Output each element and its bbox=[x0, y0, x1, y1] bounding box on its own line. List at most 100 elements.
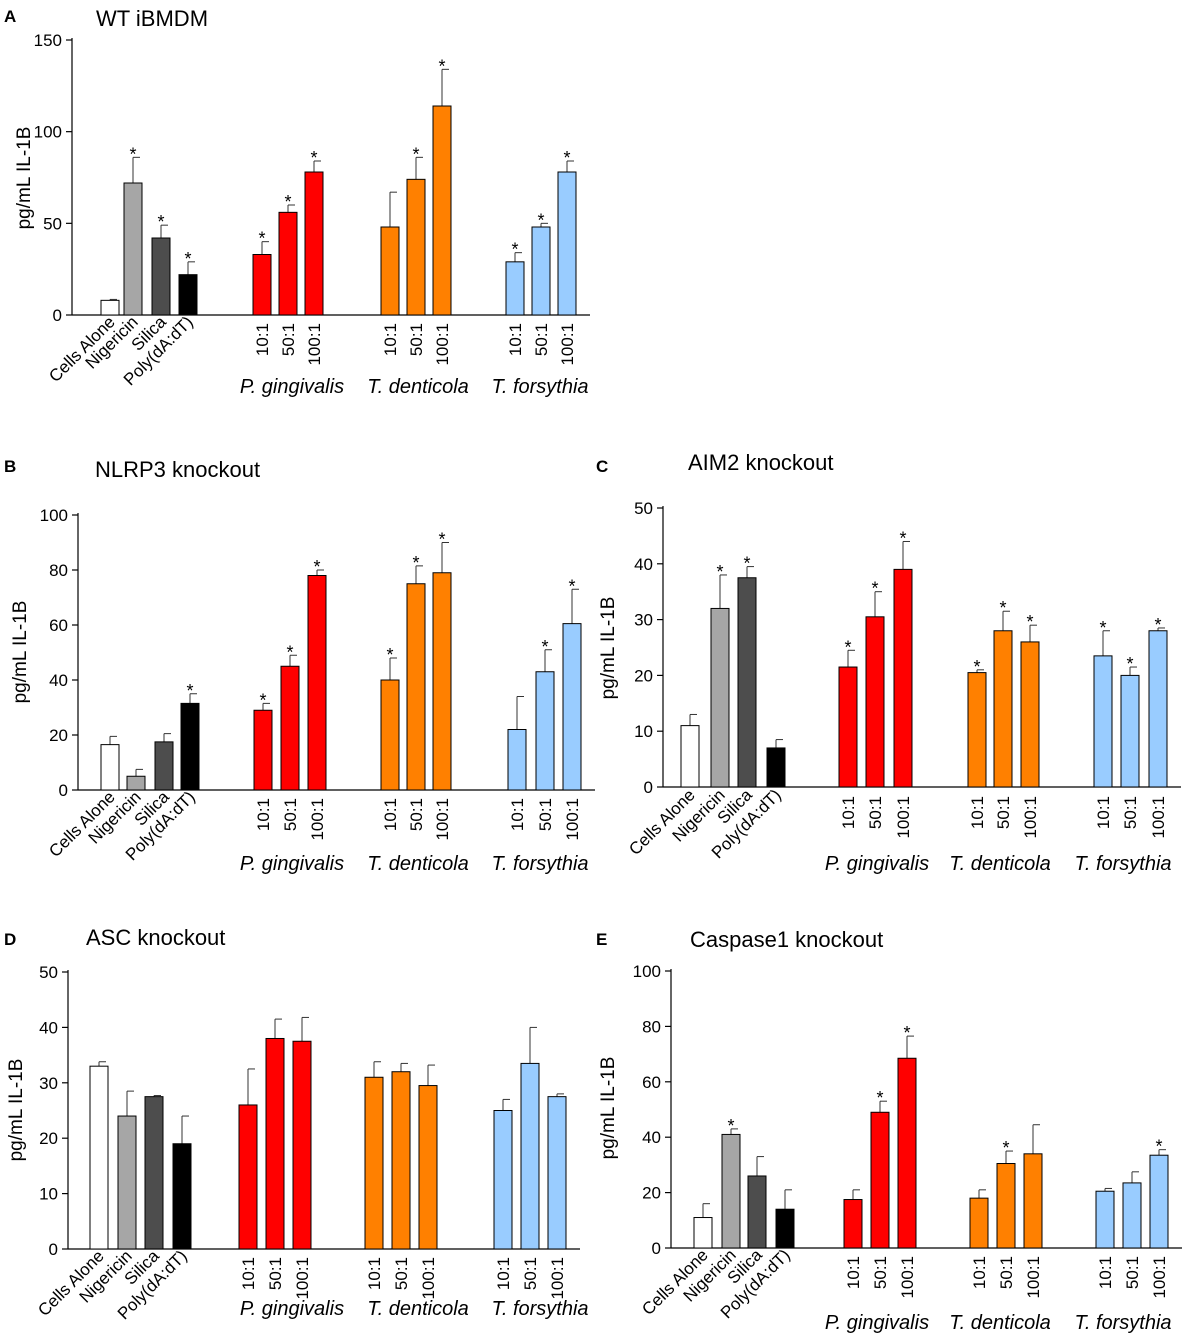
bar bbox=[178, 274, 198, 316]
ratio-label: 100:1 bbox=[293, 1257, 312, 1300]
ratio-label: 100:1 bbox=[1150, 1256, 1169, 1299]
y-tick-label: 100 bbox=[633, 962, 661, 981]
group-label: T. forsythia bbox=[491, 1298, 588, 1320]
panel-letter: C bbox=[596, 457, 608, 476]
group-label: T. forsythia bbox=[491, 376, 588, 398]
panel-title: WT iBMDM bbox=[96, 6, 208, 31]
ratio-label: 50:1 bbox=[1121, 796, 1140, 829]
ratio-label: 50:1 bbox=[997, 1256, 1016, 1289]
bar bbox=[364, 1076, 384, 1250]
ratio-label: 50:1 bbox=[1123, 1256, 1142, 1289]
bar bbox=[180, 702, 200, 791]
ratio-label: 100:1 bbox=[1149, 796, 1168, 839]
ratio-label: 10:1 bbox=[381, 323, 400, 356]
panel-letter: D bbox=[4, 930, 16, 949]
bar bbox=[252, 254, 272, 316]
bar bbox=[557, 171, 577, 316]
bar bbox=[1023, 1153, 1043, 1249]
ratio-label: 100:1 bbox=[419, 1257, 438, 1300]
bar bbox=[380, 226, 400, 316]
y-tick-label: 100 bbox=[34, 123, 62, 142]
bar bbox=[117, 1115, 137, 1250]
ratio-label: 10:1 bbox=[494, 1257, 513, 1290]
y-tick-label: 10 bbox=[634, 722, 653, 741]
bar bbox=[1120, 674, 1140, 788]
y-tick-label: 20 bbox=[49, 726, 68, 745]
ratio-label: 10:1 bbox=[970, 1256, 989, 1289]
bar bbox=[406, 178, 426, 316]
significance-star: * bbox=[871, 579, 878, 599]
bar bbox=[747, 1175, 767, 1249]
significance-star: * bbox=[1002, 1138, 1009, 1158]
panel-letter: B bbox=[4, 457, 16, 476]
significance-star: * bbox=[310, 148, 317, 168]
group-label: T. forsythia bbox=[491, 853, 588, 875]
y-tick-label: 50 bbox=[43, 214, 62, 233]
ratio-label: 50:1 bbox=[521, 1257, 540, 1290]
ratio-label: 100:1 bbox=[563, 798, 582, 841]
ratio-label: 100:1 bbox=[1021, 796, 1040, 839]
bar bbox=[1148, 630, 1168, 788]
significance-star: * bbox=[903, 1023, 910, 1043]
ratio-label: 10:1 bbox=[239, 1257, 258, 1290]
bar bbox=[432, 105, 452, 316]
y-tick-label: 50 bbox=[634, 499, 653, 518]
y-axis-label: pg/mL IL-1B bbox=[6, 1059, 27, 1162]
ratio-label: 100:1 bbox=[305, 323, 324, 366]
y-tick-label: 40 bbox=[634, 555, 653, 574]
bar bbox=[993, 630, 1013, 788]
bar bbox=[562, 623, 582, 791]
bar bbox=[172, 1143, 192, 1250]
panel-a: A WT iBMDM pg/mL IL-1B 0 50 100 150 * * * * * * * * * * *… bbox=[4, 6, 590, 398]
bar bbox=[307, 575, 327, 791]
bar bbox=[1149, 1154, 1169, 1249]
ratio-label: 100:1 bbox=[558, 323, 577, 366]
ratio-label: 100:1 bbox=[308, 798, 327, 841]
y-tick-label: 20 bbox=[642, 1184, 661, 1203]
bar bbox=[238, 1104, 258, 1250]
bar bbox=[280, 665, 300, 791]
significance-star: * bbox=[286, 642, 293, 662]
significance-star: * bbox=[511, 240, 518, 260]
bar bbox=[766, 747, 786, 788]
bar bbox=[520, 1062, 540, 1250]
significance-star: * bbox=[727, 1116, 734, 1136]
panel-letter: E bbox=[596, 930, 607, 949]
ratio-label: 10:1 bbox=[506, 323, 525, 356]
y-tick-label: 0 bbox=[53, 306, 62, 325]
bar bbox=[493, 1110, 513, 1250]
ratio-label: 10:1 bbox=[381, 798, 400, 831]
ratio-label: 100:1 bbox=[1024, 1256, 1043, 1299]
bar bbox=[1095, 1190, 1115, 1249]
bar bbox=[870, 1111, 890, 1249]
significance-star: * bbox=[184, 249, 191, 269]
bar bbox=[737, 577, 757, 788]
significance-star: * bbox=[1155, 1137, 1162, 1157]
significance-star: * bbox=[1099, 618, 1106, 638]
ratio-label: 50:1 bbox=[266, 1257, 285, 1290]
significance-star: * bbox=[568, 576, 575, 596]
ratio-label: 100:1 bbox=[894, 796, 913, 839]
significance-star: * bbox=[157, 212, 164, 232]
bar bbox=[969, 1197, 989, 1249]
ratio-label: 50:1 bbox=[281, 798, 300, 831]
group-label: P. gingivalis bbox=[825, 1312, 929, 1334]
group-label: T. denticola bbox=[367, 1298, 469, 1320]
bar bbox=[100, 744, 120, 791]
significance-star: * bbox=[412, 144, 419, 164]
ratio-label: 10:1 bbox=[1096, 1256, 1115, 1289]
ratio-label: 10:1 bbox=[253, 323, 272, 356]
y-tick-label: 40 bbox=[642, 1128, 661, 1147]
bar bbox=[721, 1133, 741, 1249]
significance-star: * bbox=[899, 528, 906, 548]
bar bbox=[531, 226, 551, 316]
bar bbox=[507, 729, 527, 791]
panel-title: ASC knockout bbox=[86, 925, 225, 950]
bar bbox=[151, 237, 171, 316]
panel-title: AIM2 knockout bbox=[688, 450, 834, 475]
significance-star: * bbox=[973, 657, 980, 677]
y-axis-label: pg/mL IL-1B bbox=[598, 1057, 619, 1160]
y-tick-label: 40 bbox=[49, 671, 68, 690]
significance-star: * bbox=[1154, 615, 1161, 635]
significance-star: * bbox=[876, 1088, 883, 1108]
